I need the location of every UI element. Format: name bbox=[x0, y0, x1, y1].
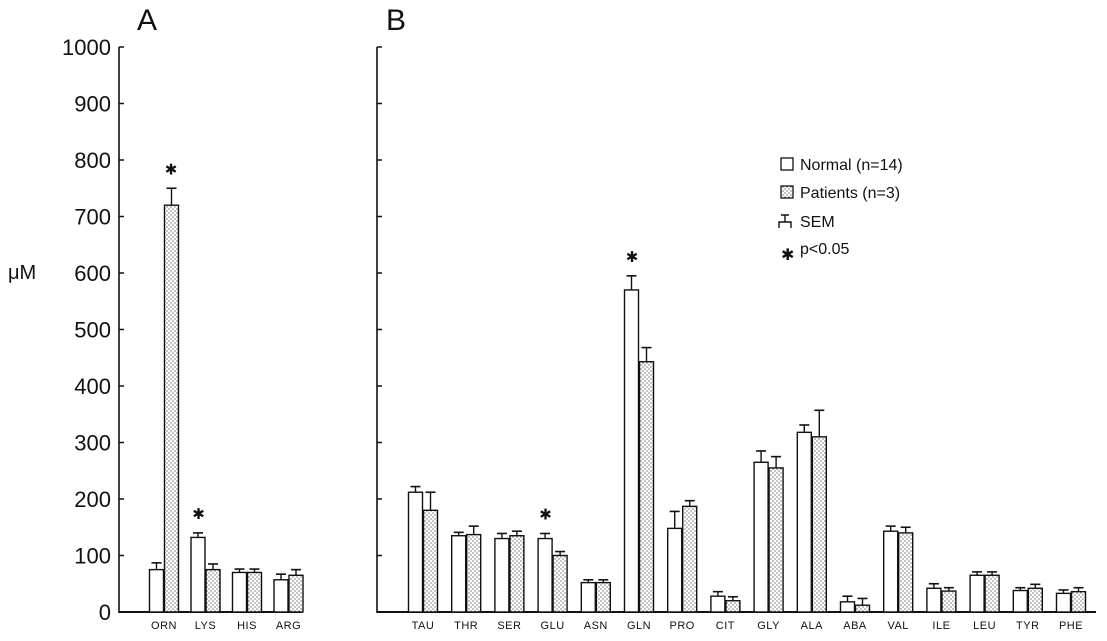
legend-normal-swatch bbox=[780, 157, 794, 171]
bar-patients bbox=[422, 509, 439, 613]
panel-label-b: B bbox=[386, 4, 406, 37]
bar-normal bbox=[273, 579, 289, 613]
x-tick-label: ASN bbox=[584, 620, 608, 632]
sem-icon bbox=[778, 214, 792, 228]
bar-normal bbox=[969, 574, 985, 613]
bar-normal bbox=[494, 537, 510, 613]
bar-normal bbox=[796, 431, 812, 613]
x-tick-label: VAL bbox=[887, 620, 908, 632]
bar-patients bbox=[1027, 587, 1044, 613]
bar-patients bbox=[984, 574, 1000, 613]
bar-patients bbox=[163, 204, 180, 613]
bar-normal bbox=[190, 536, 206, 613]
legend: Normal (n=14) Patients (n=3) SEM ✱ p<0.0… bbox=[778, 157, 903, 264]
asterisk-icon: ✱ bbox=[781, 247, 794, 264]
bar-normal bbox=[883, 530, 899, 613]
bar-patients bbox=[205, 568, 221, 613]
y-tick-label: 1000 bbox=[62, 35, 111, 60]
bar-patients bbox=[725, 600, 741, 613]
x-tick-label: ABA bbox=[843, 620, 867, 632]
y-tick-label: 700 bbox=[74, 205, 111, 230]
bar-normal bbox=[839, 601, 856, 613]
significance-asterisk: ✱ bbox=[539, 506, 552, 523]
bar-patients bbox=[246, 571, 263, 613]
significance-asterisk: ✱ bbox=[626, 249, 639, 266]
x-tick-label: ALA bbox=[801, 620, 823, 632]
bar-normal bbox=[623, 289, 640, 613]
y-tick-label: 400 bbox=[74, 374, 111, 399]
bar-patients bbox=[552, 554, 568, 613]
legend-patients-swatch bbox=[780, 185, 794, 199]
bar-normal bbox=[710, 595, 726, 613]
bar-normal bbox=[537, 537, 553, 613]
x-tick-label: HIS bbox=[237, 620, 257, 632]
bar-normal bbox=[1012, 589, 1028, 613]
bar-patients bbox=[941, 590, 957, 613]
x-tick-label: GLU bbox=[541, 620, 565, 632]
bar-normal bbox=[407, 491, 424, 613]
bar-patients bbox=[682, 505, 698, 613]
significance-asterisk: ✱ bbox=[165, 161, 178, 178]
bar-normal bbox=[451, 535, 467, 613]
bar-normal bbox=[926, 587, 942, 613]
bar-patients bbox=[466, 533, 482, 613]
bar-normal bbox=[580, 581, 596, 613]
bar-patients bbox=[288, 574, 304, 613]
bar-patients bbox=[509, 535, 525, 613]
legend-significance-label: p<0.05 bbox=[800, 241, 849, 258]
x-tick-label: TAU bbox=[412, 620, 435, 632]
y-tick-label: 200 bbox=[74, 487, 111, 512]
y-tick-label: 900 bbox=[74, 92, 111, 117]
y-tick-label: 100 bbox=[74, 544, 111, 569]
x-tick-label: GLN bbox=[627, 620, 651, 632]
x-tick-label: ILE bbox=[932, 620, 950, 632]
x-tick-label: LEU bbox=[973, 620, 996, 632]
bar-patients bbox=[898, 532, 914, 613]
x-tick-label: CIT bbox=[716, 620, 735, 632]
bar-patients bbox=[768, 467, 784, 613]
bar-patients bbox=[595, 581, 611, 613]
bar-normal bbox=[753, 461, 769, 613]
bar-patients bbox=[811, 436, 827, 613]
x-tick-label: ARG bbox=[276, 620, 301, 632]
legend-sem-label: SEM bbox=[800, 214, 835, 231]
panel-b: TAU THR SER GLU ASN GLN PRO CIT GLY ALA ABA VAL ILE L… bbox=[376, 46, 1096, 632]
y-axis-label: μM bbox=[8, 262, 36, 284]
bar-normal bbox=[148, 568, 165, 613]
bar-patients bbox=[638, 361, 655, 613]
panel-a: 0 100 200 300 400 500 600 700 800 900 1000 ORN LYS HI… bbox=[62, 35, 304, 632]
x-tick-label: PHE bbox=[1059, 620, 1083, 632]
legend-patients-label: Patients (n=3) bbox=[800, 185, 900, 202]
y-tick-label: 300 bbox=[74, 431, 111, 456]
x-tick-label: PRO bbox=[670, 620, 695, 632]
significance-asterisk: ✱ bbox=[192, 506, 205, 523]
x-tick-label: LYS bbox=[195, 620, 216, 632]
x-tick-label: GLY bbox=[757, 620, 780, 632]
y-tick-label: 800 bbox=[74, 148, 111, 173]
x-tick-label: ORN bbox=[151, 620, 177, 632]
x-tick-label: TYR bbox=[1016, 620, 1040, 632]
legend-normal-label: Normal (n=14) bbox=[800, 157, 903, 174]
x-tick-label: THR bbox=[454, 620, 478, 632]
y-tick-label: 0 bbox=[99, 600, 111, 625]
bar-normal bbox=[1055, 592, 1072, 613]
bar-patients bbox=[854, 604, 871, 613]
bar-patients bbox=[1070, 590, 1087, 613]
y-tick-label: 500 bbox=[74, 318, 111, 343]
bar-normal bbox=[667, 527, 683, 613]
bar-normal bbox=[231, 571, 248, 613]
x-tick-label: SER bbox=[497, 620, 521, 632]
panel-label-a: A bbox=[137, 4, 157, 37]
y-tick-label: 600 bbox=[74, 261, 111, 286]
